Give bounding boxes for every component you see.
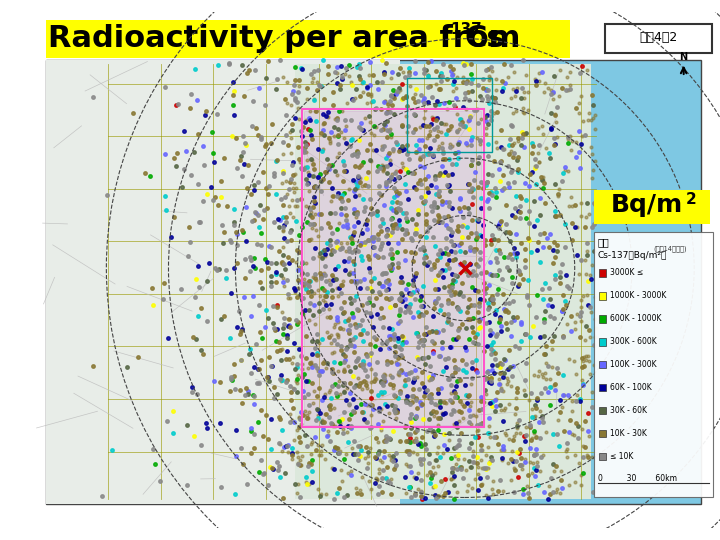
- Text: 300K - 600K: 300K - 600K: [610, 337, 657, 346]
- Text: 100K - 300K: 100K - 300K: [610, 360, 657, 369]
- Bar: [294, 64, 591, 500]
- Text: ≤ 10K: ≤ 10K: [610, 452, 634, 461]
- Text: 0          30        60km: 0 30 60km: [598, 474, 677, 483]
- Bar: [598, 338, 606, 346]
- Bar: [598, 315, 606, 322]
- Text: 60K - 100K: 60K - 100K: [610, 383, 652, 392]
- Text: 30K - 60K: 30K - 60K: [610, 406, 647, 415]
- Bar: [606, 24, 712, 53]
- Bar: [598, 361, 606, 368]
- Bar: [598, 407, 606, 414]
- Bar: [408, 78, 492, 152]
- Text: Bq/m: Bq/m: [611, 193, 683, 217]
- Text: 2: 2: [686, 192, 697, 207]
- Bar: [46, 60, 400, 504]
- Bar: [598, 430, 606, 437]
- Text: 別を4－2: 別を4－2: [639, 31, 678, 44]
- Text: 10K - 30K: 10K - 30K: [610, 429, 647, 438]
- Text: Cs-137（Bq/m²）: Cs-137（Bq/m²）: [598, 251, 667, 260]
- Bar: [594, 232, 714, 497]
- Text: 600K - 1000K: 600K - 1000K: [610, 314, 662, 323]
- Bar: [598, 269, 606, 276]
- Text: (日月14日現在): (日月14日現在): [653, 245, 687, 252]
- Bar: [598, 292, 606, 300]
- Bar: [594, 190, 711, 224]
- Bar: [598, 453, 606, 460]
- Text: 137: 137: [451, 22, 482, 37]
- Text: Radioactivity per area from: Radioactivity per area from: [48, 24, 531, 53]
- Text: Cs: Cs: [465, 24, 505, 53]
- Text: 凡例: 凡例: [598, 238, 609, 247]
- Text: N: N: [680, 52, 688, 62]
- Text: 3000K ≤: 3000K ≤: [610, 268, 644, 278]
- Text: 1000K - 3000K: 1000K - 3000K: [610, 291, 667, 300]
- Bar: [598, 384, 606, 392]
- Bar: [46, 19, 570, 58]
- Bar: [305, 111, 481, 425]
- Bar: [46, 60, 701, 504]
- Bar: [302, 110, 484, 427]
